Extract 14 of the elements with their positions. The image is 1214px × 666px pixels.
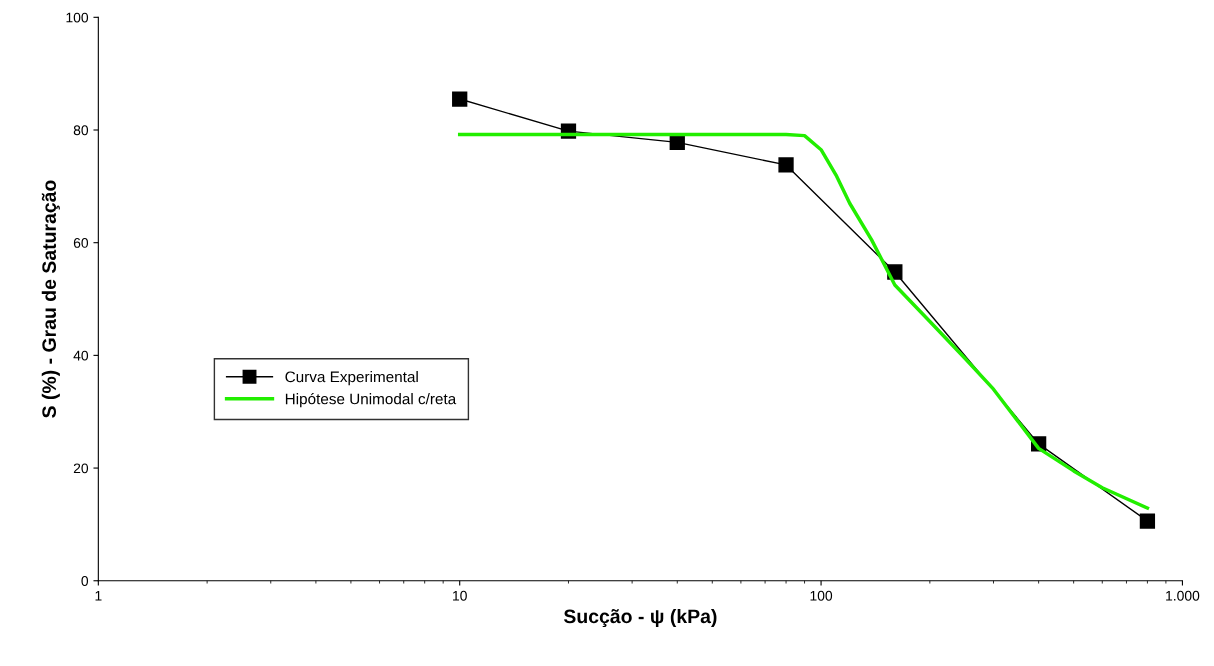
y-tick-label: 60 <box>73 238 89 248</box>
y-tick-label: 80 <box>73 125 89 136</box>
y-tick-label: 100 <box>66 12 89 23</box>
x-tick-label: 100 <box>810 590 833 601</box>
y-tick-label: 40 <box>73 350 89 361</box>
legend-label: Curva Experimental <box>285 371 418 386</box>
y-tick-label: 0 <box>81 576 89 586</box>
x-tick-label: 1 <box>95 590 102 601</box>
x-axis-title: Sucção - ψ (kPa) <box>563 608 717 628</box>
legend-label: Hipótese Unimodal c/reta <box>285 392 457 408</box>
x-tick-label: 1.000 <box>1166 590 1200 601</box>
y-axis-title: S (%) - Grau de Saturação <box>41 180 60 418</box>
x-tick-label: 10 <box>453 590 467 601</box>
y-tick-label: 20 <box>73 463 89 474</box>
